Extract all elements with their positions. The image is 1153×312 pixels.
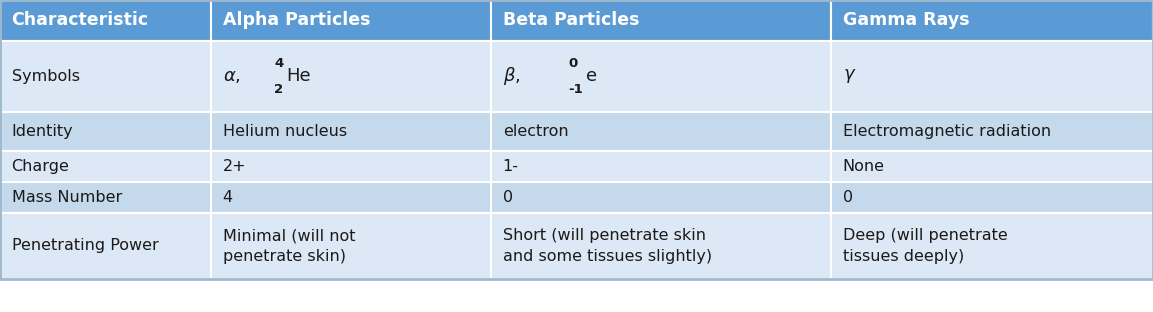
- Text: He: He: [286, 67, 310, 85]
- Text: 4: 4: [274, 57, 284, 70]
- Bar: [491, 0, 831, 41]
- Text: 4: 4: [223, 190, 233, 205]
- Text: Helium nucleus: Helium nucleus: [223, 124, 347, 139]
- Bar: [831, 182, 1153, 213]
- Text: electron: electron: [503, 124, 568, 139]
- Bar: [491, 112, 831, 151]
- Text: None: None: [843, 159, 884, 174]
- Bar: [831, 151, 1153, 182]
- Bar: [0, 112, 211, 151]
- Bar: [491, 41, 831, 112]
- Bar: [831, 0, 1153, 41]
- Text: e: e: [586, 67, 597, 85]
- Text: Short (will penetrate skin
and some tissues slightly): Short (will penetrate skin and some tiss…: [503, 228, 711, 264]
- Text: 0: 0: [503, 190, 513, 205]
- Text: Deep (will penetrate
tissues deeply): Deep (will penetrate tissues deeply): [843, 228, 1008, 264]
- Bar: [211, 41, 491, 112]
- Bar: [831, 41, 1153, 112]
- Text: 0: 0: [568, 57, 578, 70]
- Text: $\alpha$,: $\alpha$,: [223, 67, 240, 85]
- Bar: [0, 182, 211, 213]
- Bar: [211, 213, 491, 279]
- Bar: [0, 41, 211, 112]
- Text: Electromagnetic radiation: Electromagnetic radiation: [843, 124, 1052, 139]
- Text: Minimal (will not
penetrate skin): Minimal (will not penetrate skin): [223, 228, 355, 264]
- Bar: [0, 0, 211, 41]
- Bar: [211, 0, 491, 41]
- Bar: [211, 112, 491, 151]
- Text: $\gamma$: $\gamma$: [843, 67, 857, 85]
- Bar: [211, 151, 491, 182]
- Text: 0: 0: [843, 190, 853, 205]
- Text: Gamma Rays: Gamma Rays: [843, 11, 970, 29]
- Text: 2: 2: [274, 83, 284, 96]
- Bar: [211, 182, 491, 213]
- Text: Characteristic: Characteristic: [12, 11, 149, 29]
- Text: Penetrating Power: Penetrating Power: [12, 238, 158, 253]
- Bar: [0, 151, 211, 182]
- Text: $\beta$,: $\beta$,: [503, 66, 520, 87]
- Text: Identity: Identity: [12, 124, 73, 139]
- Bar: [0, 213, 211, 279]
- Text: Charge: Charge: [12, 159, 69, 174]
- Text: Mass Number: Mass Number: [12, 190, 122, 205]
- Text: -1: -1: [568, 83, 583, 96]
- Bar: [0, 0, 1153, 279]
- Text: 2+: 2+: [223, 159, 246, 174]
- Bar: [831, 213, 1153, 279]
- Text: Symbols: Symbols: [12, 69, 80, 84]
- Text: Alpha Particles: Alpha Particles: [223, 11, 370, 29]
- Text: Beta Particles: Beta Particles: [503, 11, 639, 29]
- Bar: [491, 213, 831, 279]
- Text: 1-: 1-: [503, 159, 519, 174]
- Bar: [491, 151, 831, 182]
- Bar: [831, 112, 1153, 151]
- Bar: [491, 182, 831, 213]
